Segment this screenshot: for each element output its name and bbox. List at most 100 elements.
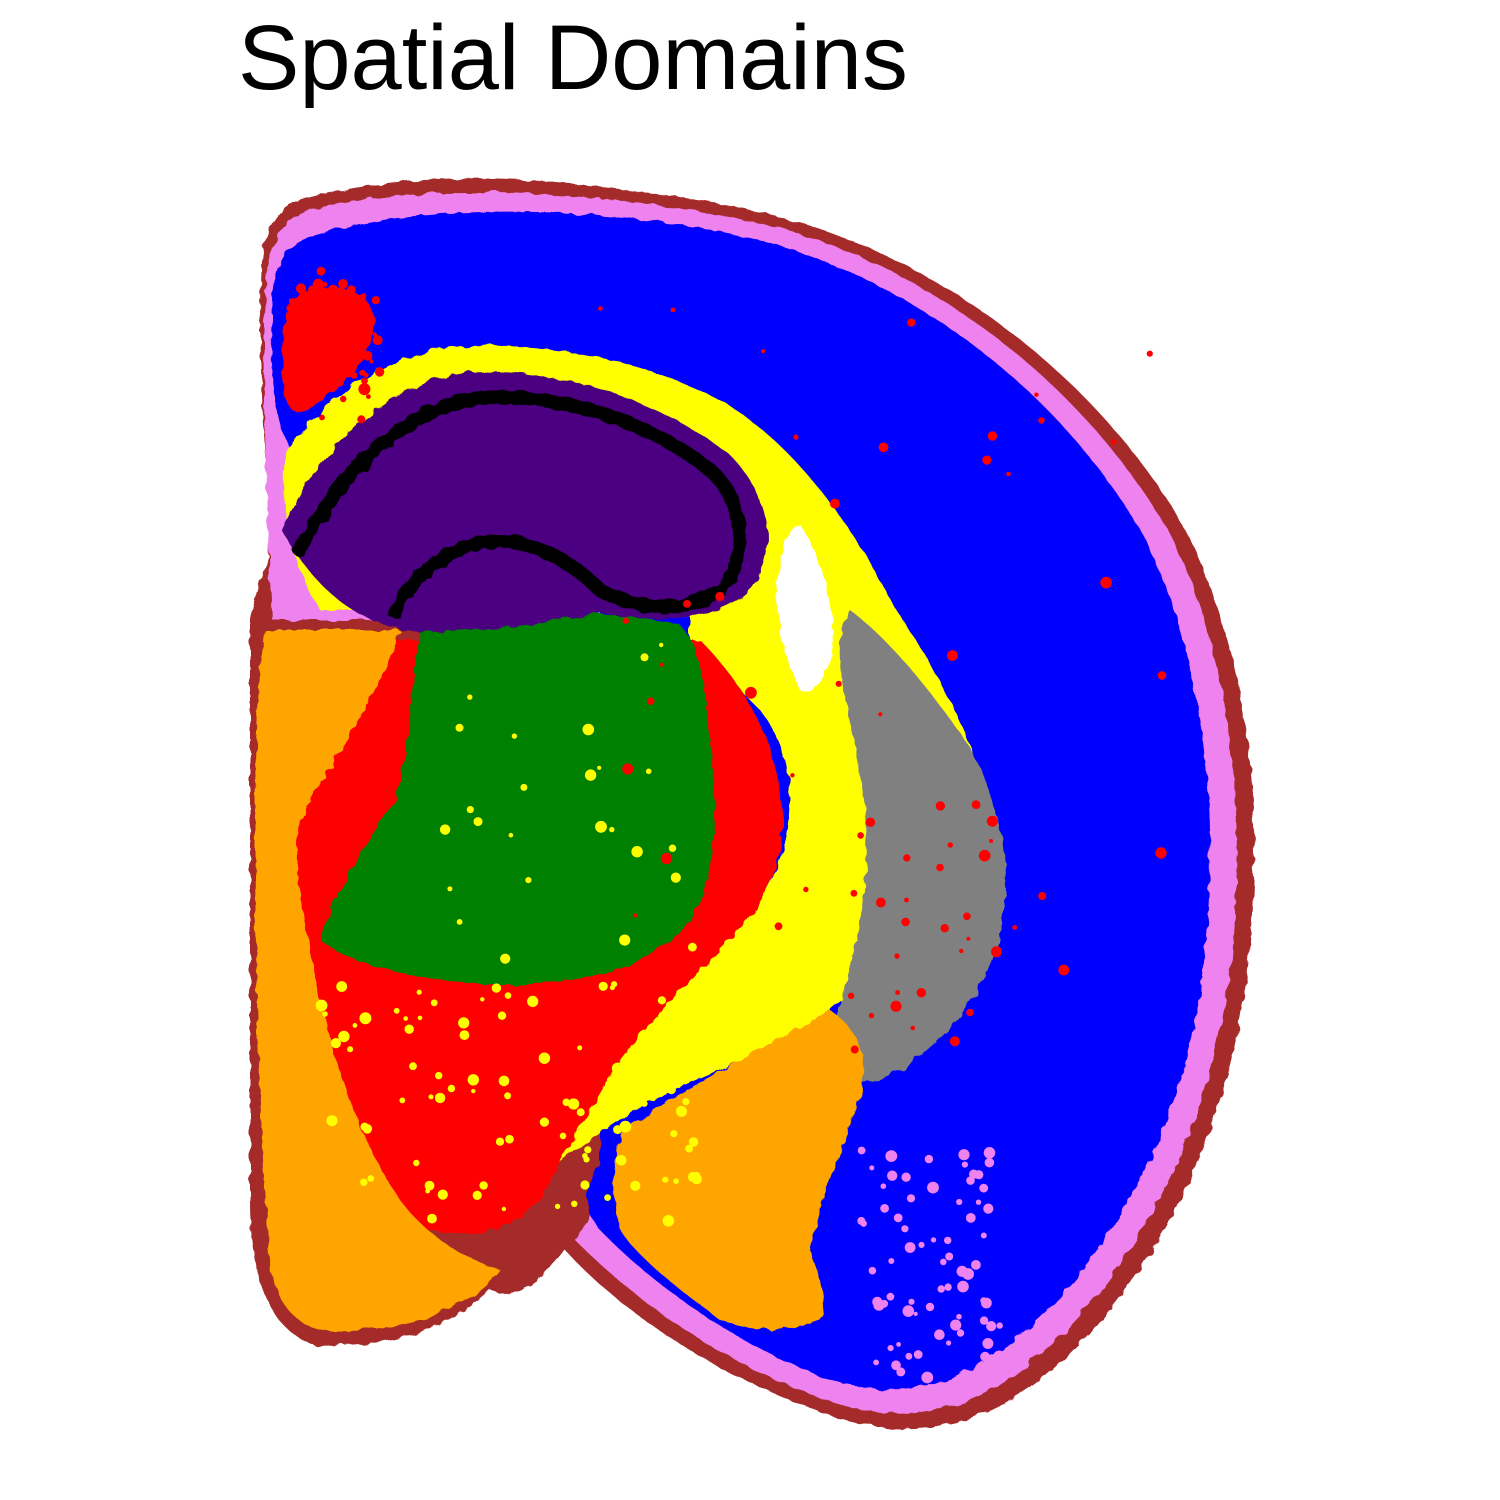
- speckle-point: [347, 1046, 354, 1053]
- speckle-point: [1157, 671, 1167, 680]
- speckle-point: [956, 1265, 968, 1277]
- speckle-point: [878, 712, 883, 717]
- speckle-point: [372, 332, 378, 337]
- speckle-point: [983, 1203, 994, 1214]
- speckle-point: [934, 1329, 945, 1340]
- speckle-point: [294, 345, 307, 358]
- speckle-point: [989, 839, 994, 843]
- speckle-point: [305, 296, 317, 307]
- speckle-point: [369, 359, 374, 364]
- speckle-point: [322, 282, 328, 287]
- speckle-point: [987, 431, 998, 441]
- speckle-point: [320, 303, 328, 311]
- speckle-point: [631, 846, 643, 858]
- speckle-point: [413, 1159, 420, 1167]
- speckle-point: [362, 1124, 373, 1134]
- speckle-point: [323, 371, 329, 378]
- speckle-point: [965, 1213, 976, 1223]
- speckle-point: [619, 1120, 632, 1133]
- speckle-point: [319, 414, 325, 421]
- speckle-point: [403, 1016, 409, 1021]
- speckle-point: [424, 1180, 435, 1191]
- speckle-point: [888, 1258, 895, 1264]
- speckle-point: [538, 1052, 551, 1064]
- speckle-point: [803, 886, 809, 893]
- speckle-point: [857, 832, 864, 839]
- speckle-point: [611, 981, 618, 988]
- domain-striatum: [825, 610, 1006, 1084]
- speckle-point: [619, 934, 631, 946]
- speckle-point: [927, 1181, 939, 1194]
- speckle-point: [957, 1280, 969, 1293]
- speckle-point: [657, 996, 667, 1005]
- speckle-point: [361, 293, 367, 299]
- speckle-point: [873, 1299, 885, 1311]
- speckle-point: [456, 919, 463, 925]
- speckle-point: [314, 322, 323, 331]
- speckle-point: [979, 1183, 989, 1193]
- speckle-point: [316, 266, 326, 276]
- speckle-point: [921, 1371, 934, 1384]
- speckle-point: [790, 773, 795, 778]
- speckle-point: [906, 1194, 916, 1203]
- speckle-point: [504, 992, 512, 999]
- speckle-point: [340, 395, 347, 403]
- speckle-point: [577, 1045, 583, 1051]
- speckle-point: [668, 844, 677, 852]
- speckle-point: [659, 642, 664, 648]
- speckle-point: [359, 369, 366, 376]
- speckle-point: [584, 1146, 592, 1154]
- speckle-point: [645, 768, 652, 775]
- speckle-point: [835, 680, 842, 687]
- speckle-point: [956, 1313, 962, 1320]
- speckle-point: [326, 1115, 338, 1127]
- speckle-point: [627, 1047, 636, 1056]
- speckle-point: [304, 335, 316, 347]
- speckle-point: [527, 995, 539, 1008]
- speckle-point: [980, 1351, 990, 1362]
- speckle-point: [595, 820, 607, 833]
- speckle-point: [913, 1350, 923, 1359]
- speckle-point: [924, 1154, 934, 1164]
- speckle-point: [467, 1074, 479, 1086]
- speckle-point: [993, 1350, 1004, 1362]
- speckle-point: [886, 1292, 895, 1301]
- speckle-point: [894, 953, 900, 959]
- speckle-point: [896, 1367, 906, 1377]
- speckle-point: [501, 1206, 507, 1212]
- speckle-point: [670, 872, 681, 883]
- speckle-point: [850, 889, 858, 897]
- speckle-point: [641, 1100, 648, 1107]
- speckle-point: [609, 826, 615, 833]
- speckle-point: [366, 394, 371, 399]
- speckle-point: [1038, 417, 1045, 424]
- speckle-point: [1111, 439, 1117, 445]
- speckle-point: [857, 1146, 866, 1155]
- speckle-point: [975, 1199, 982, 1205]
- speckle-point: [868, 1266, 877, 1275]
- speckle-point: [581, 1132, 590, 1142]
- speckle-point: [971, 1260, 981, 1270]
- speckle-point: [980, 1297, 988, 1305]
- speckle-point: [793, 434, 799, 440]
- speckle-point: [345, 309, 354, 318]
- speckle-point: [683, 600, 691, 608]
- speckle-point: [868, 1012, 875, 1019]
- speckle-point: [417, 1015, 423, 1021]
- speckle-point: [903, 854, 911, 862]
- speckle-point: [986, 815, 998, 827]
- speckle-point: [597, 765, 602, 770]
- speckle-point: [647, 697, 655, 705]
- speckle-point: [847, 992, 855, 999]
- speckle-point: [950, 1319, 962, 1331]
- speckle-point: [687, 1171, 699, 1183]
- speckle-point: [873, 1359, 879, 1366]
- speckle-point: [305, 367, 314, 376]
- speckle-point: [956, 1198, 963, 1206]
- speckle-point: [362, 351, 373, 361]
- speckle-point: [622, 617, 629, 624]
- speckle-point: [901, 917, 910, 927]
- speckle-point: [666, 1085, 676, 1095]
- speckle-point: [966, 1176, 975, 1185]
- speckle-point: [940, 1258, 947, 1266]
